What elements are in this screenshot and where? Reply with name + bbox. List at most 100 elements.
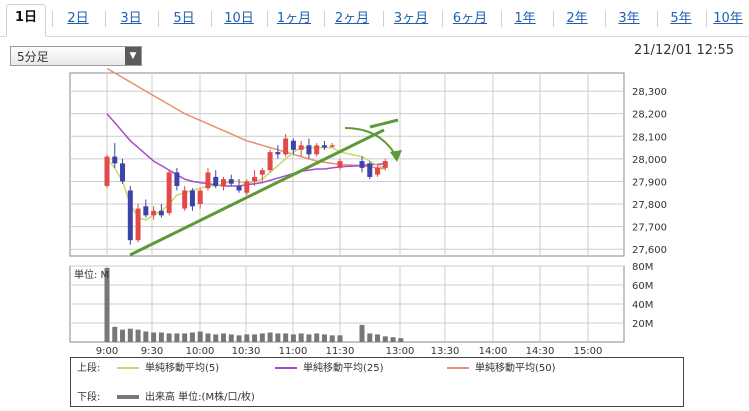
volume-bar: [151, 332, 157, 342]
volume-bar: [221, 333, 226, 342]
x-tick-label: 11:00: [279, 346, 308, 357]
candle-body: [306, 145, 312, 155]
tab-5y[interactable]: 5年: [670, 11, 692, 26]
x-tick-label: 11:30: [326, 346, 355, 357]
candle-body: [135, 208, 141, 241]
tab-separator: [158, 11, 159, 27]
volume-bar: [104, 267, 110, 342]
candle-body: [337, 161, 343, 168]
candle-body: [329, 145, 335, 147]
tab-1m[interactable]: 1ヶ月: [276, 11, 312, 26]
candle-body: [314, 145, 320, 155]
tab-separator: [211, 11, 212, 27]
candle-body: [174, 172, 180, 186]
tab-separator: [657, 11, 658, 27]
volume-bar: [337, 335, 343, 342]
volume-unit-label: 単位: M: [74, 268, 109, 281]
volume-bar: [306, 334, 312, 342]
candle-body: [298, 145, 304, 150]
candle-body: [221, 179, 226, 186]
interval-select[interactable]: 5分足 ▼: [10, 46, 142, 66]
tab-1d[interactable]: 1日: [6, 4, 46, 37]
volume-bar: [120, 329, 126, 342]
volume-bar: [127, 328, 133, 342]
tab-3d[interactable]: 3日: [120, 11, 142, 26]
candle-body: [382, 161, 388, 168]
volume-bar: [314, 333, 320, 342]
tab-separator: [706, 11, 707, 27]
candle-body: [290, 140, 296, 150]
ma50-polyline: [106, 67, 386, 170]
x-tick-label: 14:00: [479, 346, 508, 357]
volume-tick-label: 80M: [632, 262, 653, 273]
legend-ma25-swatch: [275, 367, 297, 369]
y-tick-label: 27,700: [632, 223, 667, 234]
volume-bar: [290, 334, 296, 342]
candle-body: [182, 190, 188, 209]
volume-bar: [275, 333, 281, 342]
tab-1y[interactable]: 1年: [514, 11, 536, 26]
candle-body: [228, 179, 234, 184]
volume-bar: [329, 335, 335, 342]
volume-grid: [69, 265, 625, 343]
volume-bar: [267, 332, 273, 342]
candle-body: [213, 176, 219, 186]
legend-volume: 出来高 単位:(M株/口/枚): [117, 391, 255, 405]
legend-ma5: 単純移動平均(5): [117, 362, 219, 376]
volume-bar: [174, 333, 180, 342]
candle-body: [283, 138, 289, 155]
y-tick-label: 28,300: [632, 87, 667, 98]
legend-volume-label: 出来高 単位:(M株/口/枚): [145, 392, 255, 403]
volume-bar: [283, 333, 289, 342]
x-tick-label: 14:30: [526, 346, 555, 357]
tab-2d[interactable]: 2日: [67, 11, 89, 26]
tab-2y[interactable]: 2年: [566, 11, 588, 26]
x-tick-label: 10:30: [232, 346, 261, 357]
volume-bars: [104, 267, 404, 342]
candle-body: [375, 167, 381, 175]
candle-body: [189, 190, 195, 207]
volume-bar: [321, 334, 327, 342]
tab-separator: [605, 11, 606, 27]
tab-6m[interactable]: 6ヶ月: [452, 11, 488, 26]
tab-3y[interactable]: 3年: [618, 11, 640, 26]
x-tick-label: 9:00: [96, 346, 118, 357]
y-tick-label: 27,600: [632, 245, 667, 256]
volume-bar: [244, 334, 250, 342]
y-tick-label: 28,000: [632, 155, 667, 166]
candle-body: [367, 163, 373, 177]
candles: [104, 134, 388, 245]
volume-bar: [189, 332, 195, 342]
tab-5d[interactable]: 5日: [173, 11, 195, 26]
volume-bar: [298, 333, 304, 342]
chevron-down-icon[interactable]: ▼: [125, 47, 141, 65]
x-tick-label: 13:00: [386, 346, 415, 357]
tab-10y[interactable]: 10年: [713, 11, 743, 26]
price-chart: 9:00 9:30 10:00 10:30 11:00 11:30 13:00 13:30 14…: [69, 67, 667, 357]
legend-ma25: 単純移動平均(25): [275, 362, 384, 376]
candle-body: [104, 156, 110, 186]
candle-body: [166, 172, 172, 214]
candle-body: [205, 172, 211, 189]
legend-ma50-label: 単純移動平均(50): [475, 363, 556, 374]
candle-body: [275, 152, 281, 155]
volume-bar: [228, 334, 234, 342]
candle-body: [112, 156, 118, 164]
volume-bar: [375, 334, 381, 342]
legend-ma5-label: 単純移動平均(5): [145, 363, 220, 374]
volume-bar: [252, 334, 258, 342]
tab-3m[interactable]: 3ヶ月: [393, 11, 429, 26]
x-tick-label: 13:30: [431, 346, 460, 357]
volume-bar: [259, 333, 265, 342]
volume-bar: [143, 331, 149, 342]
interval-select-value: 5分足: [17, 50, 49, 64]
legend-lower-label: 下段:: [77, 392, 101, 403]
candle-body: [143, 206, 149, 216]
tab-separator: [383, 11, 384, 27]
tab-separator: [52, 11, 53, 27]
tab-10d[interactable]: 10日: [224, 11, 254, 26]
y-tick-label: 28,200: [632, 110, 667, 121]
tab-separator: [105, 11, 106, 27]
tab-2m[interactable]: 2ヶ月: [334, 11, 370, 26]
legend-lower-row: 下段: 出来高 単位:(M株/口/枚): [77, 391, 677, 405]
